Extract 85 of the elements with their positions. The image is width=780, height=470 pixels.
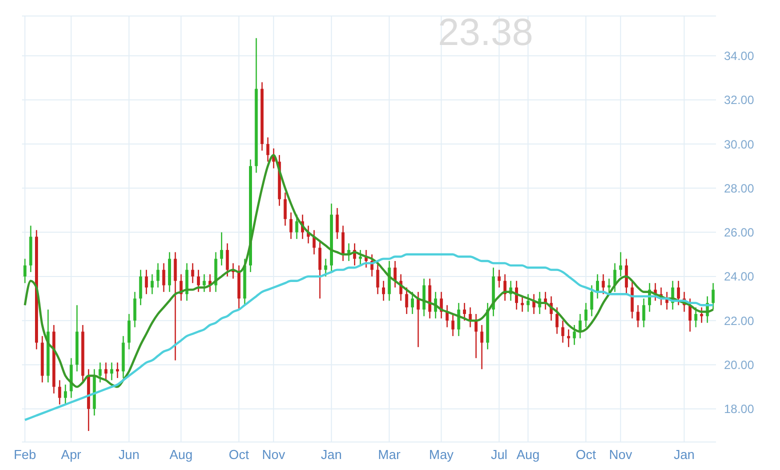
candlestick: [162, 262, 166, 293]
x-tick-label: May: [429, 447, 454, 462]
line-series: [24, 154, 714, 388]
y-tick-label: 18.00: [724, 402, 754, 416]
candlestick: [405, 286, 408, 315]
candlestick: [196, 269, 200, 293]
y-tick-label: 24.00: [724, 270, 754, 284]
candlestick: [128, 313, 131, 350]
candlestick: [410, 291, 414, 315]
candlestick: [694, 306, 698, 328]
y-tick-label: 30.00: [724, 137, 754, 152]
x-tick-label: Oct: [228, 447, 250, 462]
candlestick: [336, 207, 339, 240]
x-tick-label: Nov: [262, 447, 286, 462]
candlestick: [174, 252, 177, 361]
candlestick: [700, 306, 704, 324]
y-tick-label: 32.00: [724, 93, 754, 108]
candlestick: [602, 274, 605, 295]
candlestick: [636, 304, 640, 328]
candlestick: [342, 225, 345, 262]
candlestick: [324, 258, 328, 278]
candlestick: [462, 302, 466, 322]
candlestick: [358, 249, 362, 266]
candlestick: [394, 260, 397, 288]
candlestick: [572, 324, 576, 346]
x-tick-label: Oct: [576, 447, 596, 462]
candlestick: [498, 269, 501, 288]
candlestick: [584, 302, 588, 328]
candlestick: [688, 298, 692, 332]
candlestick: [526, 294, 530, 312]
candlestick: [474, 313, 478, 359]
candlestick: [110, 362, 114, 381]
candlestick: [382, 280, 386, 302]
candlestick: [712, 282, 715, 310]
candlestick: [295, 214, 298, 240]
candlestick: [64, 384, 67, 406]
x-tick-label: Jan: [320, 447, 342, 462]
candlestick: [266, 136, 270, 162]
y-tick-label: 20.00: [724, 358, 754, 372]
candlestick: [451, 313, 454, 337]
candlestick: [520, 296, 524, 312]
candlestick: [220, 232, 224, 266]
candlestick: [376, 262, 380, 295]
candlestick: [284, 192, 287, 226]
candlestick: [191, 262, 194, 284]
candlestick: [58, 380, 62, 406]
candlestick: [318, 240, 322, 300]
candlestick: [139, 269, 142, 306]
line-series: [24, 253, 714, 422]
candlestick: [480, 324, 484, 370]
candlestick: [23, 258, 26, 284]
candlestick: [561, 320, 564, 344]
x-tick-label: Jan: [674, 447, 695, 462]
candlestick: [619, 252, 622, 278]
candlestick: [312, 230, 316, 255]
candlestick: [144, 269, 148, 295]
y-tick-label: 34.00: [724, 48, 754, 63]
candlestick: [226, 242, 229, 278]
candlestick: [104, 362, 108, 381]
candlestick: [567, 328, 570, 348]
candlestick: [556, 306, 559, 334]
y-tick-label: 28.00: [724, 181, 754, 196]
x-tick-label: Nov: [609, 447, 633, 462]
candlestick: [590, 284, 594, 317]
y-tick-label: 26.00: [724, 226, 754, 240]
x-tick-label: Aug: [169, 447, 193, 462]
candlestick: [116, 362, 119, 379]
candlestick: [642, 298, 646, 328]
candlestick: [624, 258, 628, 295]
y-tick-label: 22.00: [724, 314, 754, 328]
x-tick-label: Aug: [516, 447, 540, 462]
candlestick: [150, 274, 154, 295]
candlestick: [133, 291, 136, 328]
candlestick: [289, 212, 292, 240]
candlestick: [98, 362, 102, 384]
x-tick-label: Jul: [490, 447, 508, 462]
x-tick-label: Jun: [118, 447, 140, 462]
candlestick: [578, 313, 582, 339]
candlestick: [202, 274, 206, 293]
x-tick-label: Feb: [14, 447, 36, 462]
candlestick: [608, 278, 611, 295]
x-tick-label: Mar: [378, 447, 402, 462]
candlestick: [156, 262, 160, 288]
x-tick-label: Apr: [61, 447, 82, 462]
candlestick: [676, 280, 680, 306]
